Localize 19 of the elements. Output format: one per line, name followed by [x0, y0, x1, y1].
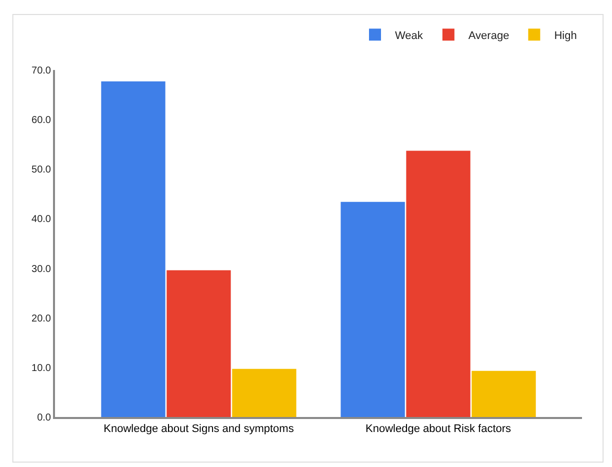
y-tick-label: 20.0	[32, 313, 52, 324]
bar	[166, 270, 231, 417]
bar	[232, 368, 296, 417]
x-tick-label: Knowledge about Risk factors	[366, 423, 512, 436]
y-tick-label: 60.0	[32, 115, 52, 126]
bar	[472, 370, 536, 417]
legend-label: Average	[468, 30, 510, 42]
y-tick-label: 70.0	[32, 66, 52, 76]
bar	[101, 81, 166, 417]
bar	[406, 150, 470, 417]
y-tick-label: 40.0	[32, 214, 52, 226]
legend-label: High	[554, 30, 577, 42]
y-tick-label: 10.0	[32, 362, 52, 374]
bar	[340, 202, 405, 417]
y-tick-label: 30.0	[32, 264, 52, 275]
y-tick-label: 50.0	[32, 164, 52, 176]
x-tick-label: Knowledge about Signs and symptoms	[104, 423, 294, 436]
y-tick-label: 0.0	[37, 412, 52, 424]
legend-label: Weak	[395, 30, 424, 42]
